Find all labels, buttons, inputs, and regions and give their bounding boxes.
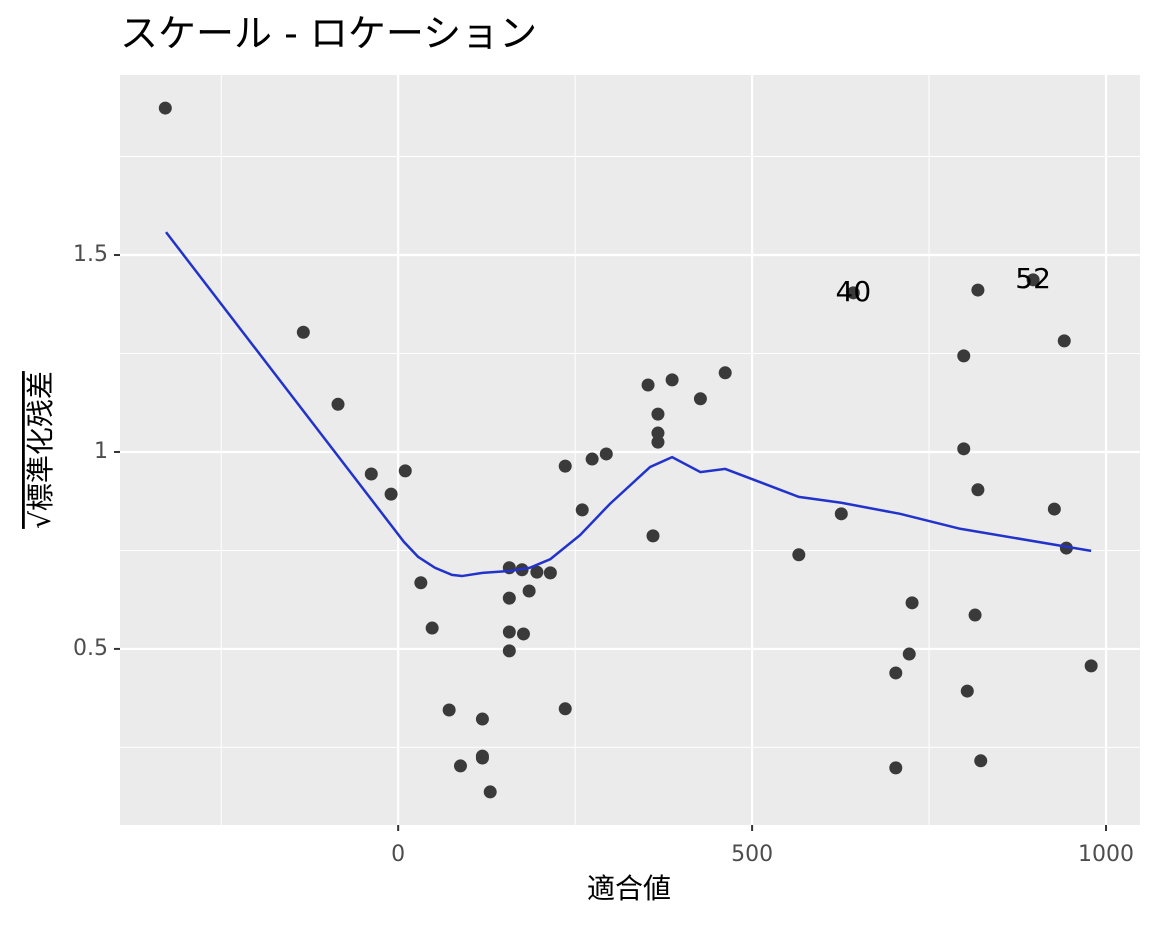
chart-title: スケール - ロケーション [120,12,537,56]
point-label: 40 [836,275,872,308]
y-tick-label: 1 [94,439,108,464]
point [502,644,516,658]
point [792,548,806,562]
point [384,487,398,501]
point [646,529,660,543]
point [834,507,848,521]
point [641,378,655,392]
point [522,584,536,598]
point [516,627,530,641]
y-tick-label: 0.5 [73,636,108,661]
point [960,684,974,698]
point [364,467,378,481]
point [543,566,557,580]
point [585,452,599,466]
point [599,447,613,461]
point [968,608,982,622]
smooth-line [165,231,1092,578]
point [1047,502,1061,516]
point [1026,273,1040,287]
point [693,392,707,406]
y-tick-label: 1.5 [73,242,108,267]
x-axis-title: 適合値 [587,872,671,905]
point [651,435,665,449]
point [453,759,467,773]
point [158,101,172,115]
point [1059,541,1073,555]
point [889,761,903,775]
point [530,565,544,579]
point [889,666,903,680]
point [1057,334,1071,348]
panel [120,75,1140,825]
point [502,625,516,639]
point [718,366,732,380]
point [558,459,572,473]
point [957,349,971,363]
x-tick-label: 0 [391,842,405,867]
point [905,596,919,610]
point [425,621,439,635]
point [971,283,985,297]
point [957,442,971,456]
point [483,785,497,799]
y-axis-title: √標準化残差 [24,371,57,529]
point [558,702,572,716]
point [475,712,489,726]
point [502,591,516,605]
point [651,426,665,440]
point [1084,659,1098,673]
point [974,754,988,768]
grid [120,75,1140,825]
point [414,576,428,590]
point [846,286,860,300]
x-tick-label: 1000 [1078,842,1134,867]
point [902,647,916,661]
marks: 40 52 [158,101,1098,799]
point [665,373,679,387]
point [331,397,345,411]
point [971,483,985,497]
point [442,703,456,717]
point [398,464,412,478]
point [475,751,489,765]
point-label: 52 [1015,262,1051,295]
point [296,325,310,339]
x-tick-label: 500 [731,842,773,867]
point [575,503,589,517]
point [651,407,665,421]
